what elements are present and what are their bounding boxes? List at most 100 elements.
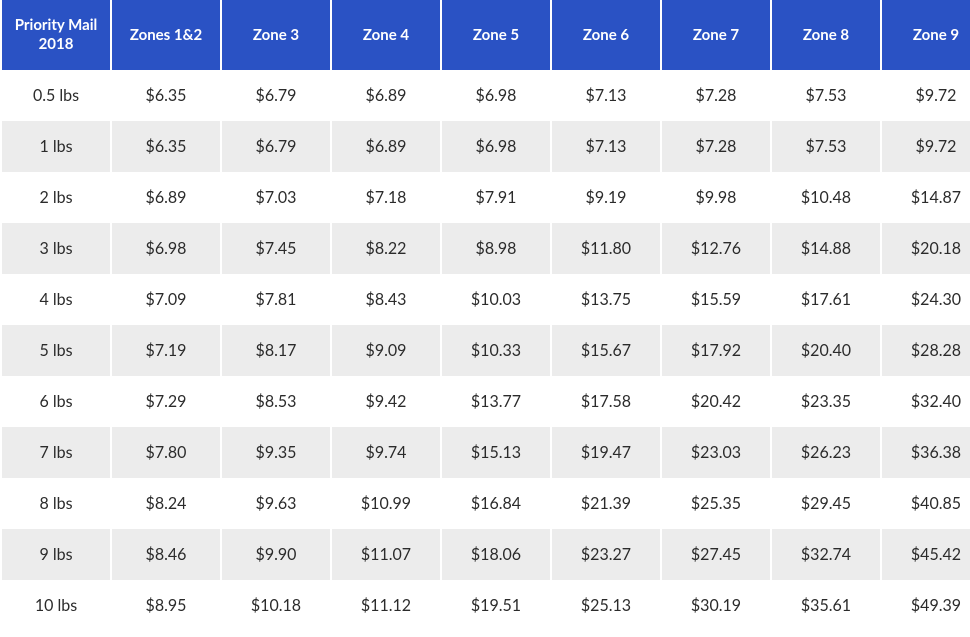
- price-cell: $8.43: [332, 274, 440, 325]
- price-cell: $7.53: [772, 121, 880, 172]
- price-cell: $10.03: [442, 274, 550, 325]
- price-cell: $11.80: [552, 223, 660, 274]
- price-cell: $20.40: [772, 325, 880, 376]
- price-cell: $7.28: [662, 70, 770, 121]
- price-cell: $9.98: [662, 172, 770, 223]
- price-cell: $7.29: [112, 376, 220, 427]
- price-cell: $6.98: [112, 223, 220, 274]
- price-cell: $17.58: [552, 376, 660, 427]
- price-cell: $6.98: [442, 121, 550, 172]
- price-cell: $18.06: [442, 529, 550, 580]
- table-row: 5 lbs$7.19$8.17$9.09$10.33$15.67$17.92$2…: [2, 325, 970, 376]
- table-header-row: Priority Mail 2018Zones 1&2Zone 3Zone 4Z…: [2, 0, 970, 70]
- price-cell: $16.84: [442, 478, 550, 529]
- price-cell: $10.48: [772, 172, 880, 223]
- column-header: Zone 3: [222, 0, 330, 70]
- price-cell: $8.95: [112, 580, 220, 631]
- price-cell: $7.13: [552, 70, 660, 121]
- price-cell: $25.35: [662, 478, 770, 529]
- price-cell: $29.45: [772, 478, 880, 529]
- price-cell: $23.35: [772, 376, 880, 427]
- price-cell: $8.22: [332, 223, 440, 274]
- price-cell: $10.33: [442, 325, 550, 376]
- price-cell: $7.19: [112, 325, 220, 376]
- table-row: 10 lbs$8.95$10.18$11.12$19.51$25.13$30.1…: [2, 580, 970, 631]
- price-cell: $6.89: [112, 172, 220, 223]
- price-cell: $28.28: [882, 325, 970, 376]
- price-cell: $13.77: [442, 376, 550, 427]
- table-row: 9 lbs$8.46$9.90$11.07$18.06$23.27$27.45$…: [2, 529, 970, 580]
- weight-cell: 4 lbs: [2, 274, 110, 325]
- price-cell: $15.59: [662, 274, 770, 325]
- price-cell: $23.27: [552, 529, 660, 580]
- price-cell: $20.18: [882, 223, 970, 274]
- weight-cell: 8 lbs: [2, 478, 110, 529]
- price-cell: $7.13: [552, 121, 660, 172]
- price-cell: $24.30: [882, 274, 970, 325]
- table-row: 6 lbs$7.29$8.53$9.42$13.77$17.58$20.42$2…: [2, 376, 970, 427]
- price-cell: $9.72: [882, 70, 970, 121]
- price-cell: $19.51: [442, 580, 550, 631]
- weight-cell: 2 lbs: [2, 172, 110, 223]
- table-row: 4 lbs$7.09$7.81$8.43$10.03$13.75$15.59$1…: [2, 274, 970, 325]
- price-cell: $9.63: [222, 478, 330, 529]
- column-header: Priority Mail 2018: [2, 0, 110, 70]
- price-cell: $11.12: [332, 580, 440, 631]
- table-row: 7 lbs$7.80$9.35$9.74$15.13$19.47$23.03$2…: [2, 427, 970, 478]
- price-cell: $9.09: [332, 325, 440, 376]
- price-cell: $17.61: [772, 274, 880, 325]
- price-cell: $6.79: [222, 70, 330, 121]
- price-cell: $15.13: [442, 427, 550, 478]
- table-row: 2 lbs$6.89$7.03$7.18$7.91$9.19$9.98$10.4…: [2, 172, 970, 223]
- price-cell: $7.18: [332, 172, 440, 223]
- price-cell: $21.39: [552, 478, 660, 529]
- price-cell: $6.98: [442, 70, 550, 121]
- pricing-table-wrap: Priority Mail 2018Zones 1&2Zone 3Zone 4Z…: [0, 0, 970, 631]
- price-cell: $9.74: [332, 427, 440, 478]
- price-cell: $17.92: [662, 325, 770, 376]
- price-cell: $7.80: [112, 427, 220, 478]
- price-cell: $10.18: [222, 580, 330, 631]
- column-header: Zone 8: [772, 0, 880, 70]
- price-cell: $32.74: [772, 529, 880, 580]
- price-cell: $49.39: [882, 580, 970, 631]
- price-cell: $15.67: [552, 325, 660, 376]
- price-cell: $8.98: [442, 223, 550, 274]
- price-cell: $6.89: [332, 121, 440, 172]
- price-cell: $8.53: [222, 376, 330, 427]
- price-cell: $14.87: [882, 172, 970, 223]
- table-body: 0.5 lbs$6.35$6.79$6.89$6.98$7.13$7.28$7.…: [2, 70, 970, 631]
- price-cell: $40.85: [882, 478, 970, 529]
- price-cell: $7.03: [222, 172, 330, 223]
- price-cell: $11.07: [332, 529, 440, 580]
- weight-cell: 10 lbs: [2, 580, 110, 631]
- price-cell: $35.61: [772, 580, 880, 631]
- weight-cell: 5 lbs: [2, 325, 110, 376]
- price-cell: $7.09: [112, 274, 220, 325]
- table-row: 3 lbs$6.98$7.45$8.22$8.98$11.80$12.76$14…: [2, 223, 970, 274]
- price-cell: $23.03: [662, 427, 770, 478]
- price-cell: $9.19: [552, 172, 660, 223]
- weight-cell: 7 lbs: [2, 427, 110, 478]
- price-cell: $36.38: [882, 427, 970, 478]
- price-cell: $32.40: [882, 376, 970, 427]
- price-cell: $14.88: [772, 223, 880, 274]
- price-cell: $6.79: [222, 121, 330, 172]
- price-cell: $7.81: [222, 274, 330, 325]
- price-cell: $30.19: [662, 580, 770, 631]
- price-cell: $12.76: [662, 223, 770, 274]
- weight-cell: 1 lbs: [2, 121, 110, 172]
- table-row: 1 lbs$6.35$6.79$6.89$6.98$7.13$7.28$7.53…: [2, 121, 970, 172]
- price-cell: $25.13: [552, 580, 660, 631]
- price-cell: $9.72: [882, 121, 970, 172]
- price-cell: $19.47: [552, 427, 660, 478]
- table-row: 8 lbs$8.24$9.63$10.99$16.84$21.39$25.35$…: [2, 478, 970, 529]
- price-cell: $20.42: [662, 376, 770, 427]
- price-cell: $7.28: [662, 121, 770, 172]
- price-cell: $10.99: [332, 478, 440, 529]
- weight-cell: 6 lbs: [2, 376, 110, 427]
- weight-cell: 9 lbs: [2, 529, 110, 580]
- pricing-table: Priority Mail 2018Zones 1&2Zone 3Zone 4Z…: [0, 0, 970, 631]
- column-header: Zone 5: [442, 0, 550, 70]
- column-header: Zone 9: [882, 0, 970, 70]
